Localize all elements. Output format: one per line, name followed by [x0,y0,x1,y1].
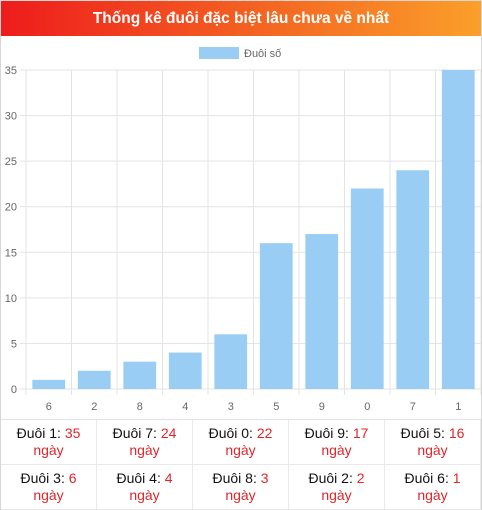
stat-days: 35 [64,425,81,441]
stat-cell: Đuôi 6: 1 ngày [385,465,481,510]
stat-days: 1 [452,470,461,486]
stat-cell: Đuôi 3: 6 ngày [1,465,97,510]
bar [123,361,157,389]
stats-grid: Đuôi 1: 35 ngày Đuôi 7: 24 ngày Đuôi 0: 22 ng… [1,419,481,510]
stat-days: 6 [68,470,77,486]
stat-days: 17 [352,425,369,441]
widget-title: Thống kê đuôi đặc biệt lâu chưa về nhất [1,1,481,36]
stat-unit: ngày [417,487,448,503]
stat-cell: Đuôi 2: 2 ngày [289,465,385,510]
stat-cell: Đuôi 0: 22 ngày [193,420,289,465]
stat-unit: ngày [129,487,160,503]
y-tick-label: 15 [5,247,17,259]
x-tick-label: 4 [182,401,188,413]
y-tick-label: 0 [11,384,17,396]
stat-label: Đuôi 9: [304,425,353,441]
stat-days: 22 [256,425,273,441]
bar [441,70,475,389]
stat-label: Đuôi 8: [212,470,261,486]
x-tick-label: 9 [319,401,325,413]
x-tick-label: 1 [455,401,461,413]
stat-unit: ngày [321,487,352,503]
stat-cell: Đuôi 1: 35 ngày [1,420,97,465]
stat-days: 3 [260,470,269,486]
stat-days: 2 [356,470,365,486]
stat-unit: ngày [129,442,160,458]
x-tick-label: 5 [273,401,279,413]
stat-days: 16 [448,425,465,441]
bar [77,370,111,389]
stat-unit: ngày [225,442,256,458]
y-tick-label: 20 [5,202,17,214]
stat-cell: Đuôi 8: 3 ngày [193,465,289,510]
stat-unit: ngày [417,442,448,458]
stat-cell: Đuôi 9: 17 ngày [289,420,385,465]
stat-label: Đuôi 0: [208,425,257,441]
y-tick-label: 25 [5,156,17,168]
bar-chart: Đuôi số 0 5 10 15 20 25 30 35 6 2 8 4 3 5 9 0 7 1 [1,36,481,419]
stat-unit: ngày [225,487,256,503]
stat-days: 24 [160,425,177,441]
stat-cell: Đuôi 7: 24 ngày [97,420,193,465]
stat-label: Đuôi 3: [20,470,69,486]
bar [396,170,430,389]
bar [32,379,66,389]
stat-days: 4 [164,470,173,486]
y-tick-label: 5 [11,338,17,350]
bar [350,188,384,389]
x-tick-label: 6 [46,401,52,413]
bar [168,352,202,389]
stat-cell: Đuôi 5: 16 ngày [385,420,481,465]
x-tick-label: 3 [228,401,234,413]
stat-unit: ngày [321,442,352,458]
stat-label: Đuôi 1: [16,425,65,441]
stat-label: Đuôi 4: [116,470,165,486]
y-tick-label: 35 [5,65,17,77]
x-tick-label: 2 [91,401,97,413]
stat-unit: ngày [33,487,64,503]
x-tick-label: 0 [364,401,370,413]
stat-unit: ngày [33,442,64,458]
stat-label: Đuôi 6: [404,470,453,486]
x-tick-label: 7 [410,401,416,413]
stat-cell: Đuôi 4: 4 ngày [97,465,193,510]
x-tick-label: 8 [137,401,143,413]
y-tick-label: 30 [5,111,17,123]
stat-label: Đuôi 7: [112,425,161,441]
y-tick-label: 10 [5,293,17,305]
stat-label: Đuôi 5: [400,425,449,441]
legend-label: Đuôi số [244,48,281,60]
bar [259,243,293,389]
stat-label: Đuôi 2: [308,470,357,486]
legend-swatch [199,47,239,59]
bar [214,334,248,389]
bar [305,234,339,389]
